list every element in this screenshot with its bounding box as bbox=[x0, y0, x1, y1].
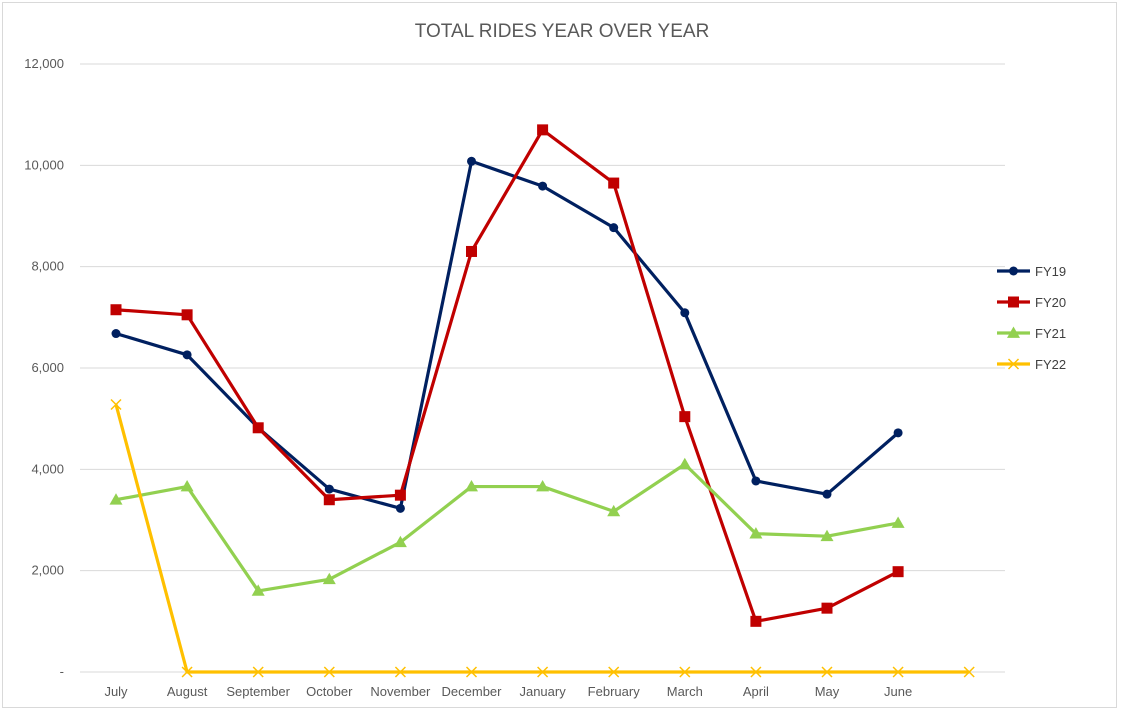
legend-entry: FY20 bbox=[997, 295, 1066, 310]
data-point bbox=[607, 504, 621, 517]
series-line bbox=[115, 462, 899, 593]
y-axis-tick-labels: - 2,000 4,000 6,000 8,000 10,000 12,000 bbox=[24, 56, 64, 679]
data-point bbox=[252, 422, 264, 434]
data-point bbox=[465, 666, 478, 678]
data-point bbox=[393, 535, 407, 548]
data-point bbox=[323, 666, 335, 678]
data-point bbox=[751, 476, 761, 486]
data-point bbox=[1007, 358, 1020, 370]
data-point bbox=[110, 304, 122, 316]
legend-label: FY19 bbox=[1035, 264, 1066, 279]
data-point bbox=[465, 480, 478, 492]
legend-entry: FY19 bbox=[997, 264, 1066, 279]
legend: FY19 FY20 FY21 FY22 bbox=[997, 264, 1066, 372]
data-point bbox=[608, 177, 620, 189]
legend-entry: FY21 bbox=[997, 326, 1066, 341]
legend-label: FY22 bbox=[1035, 357, 1066, 372]
data-point bbox=[893, 428, 903, 438]
legend-label: FY21 bbox=[1035, 326, 1066, 341]
data-point bbox=[892, 566, 904, 578]
legend-label: FY20 bbox=[1035, 295, 1066, 310]
data-point bbox=[182, 350, 192, 360]
data-point bbox=[180, 480, 194, 492]
series-fy21 bbox=[109, 457, 905, 596]
y-tick-label: 10,000 bbox=[24, 157, 64, 172]
data-point bbox=[322, 572, 336, 585]
data-point bbox=[892, 666, 904, 678]
data-point bbox=[324, 484, 334, 494]
data-point bbox=[750, 615, 762, 627]
data-point bbox=[537, 666, 549, 678]
x-tick-label: January bbox=[519, 684, 566, 699]
y-tick-label: 12,000 bbox=[24, 56, 64, 71]
data-point bbox=[394, 489, 406, 501]
series-fy20 bbox=[110, 124, 904, 627]
data-point bbox=[394, 666, 406, 678]
series-line bbox=[115, 159, 900, 510]
data-point bbox=[820, 529, 834, 542]
y-tick-label: - bbox=[60, 664, 64, 679]
data-point bbox=[536, 480, 550, 492]
chart-title: TOTAL RIDES YEAR OVER YEAR bbox=[415, 21, 710, 42]
x-tick-label: May bbox=[815, 684, 840, 699]
data-point bbox=[821, 602, 833, 614]
data-point bbox=[538, 181, 548, 191]
data-point bbox=[537, 124, 549, 136]
x-tick-label: December bbox=[442, 684, 503, 699]
series-line bbox=[114, 404, 970, 674]
data-point bbox=[466, 245, 477, 257]
y-tick-label: 4,000 bbox=[31, 461, 64, 476]
data-point bbox=[110, 398, 122, 411]
y-tick-label: 6,000 bbox=[31, 360, 64, 375]
x-tick-label: November bbox=[370, 684, 431, 699]
x-tick-label: October bbox=[306, 684, 353, 699]
data-point bbox=[680, 308, 690, 318]
x-axis-tick-labels: July August September October November Decemb… bbox=[104, 684, 912, 699]
data-point bbox=[822, 489, 832, 499]
data-point bbox=[323, 494, 335, 506]
data-point bbox=[467, 156, 476, 166]
data-point bbox=[181, 309, 193, 321]
data-point bbox=[395, 503, 405, 513]
x-tick-label: June bbox=[884, 684, 912, 699]
data-point bbox=[251, 584, 265, 596]
data-point bbox=[609, 223, 619, 233]
data-point bbox=[749, 527, 763, 539]
series-fy22 bbox=[110, 398, 975, 678]
data-point bbox=[1007, 326, 1020, 338]
legend-entry: FY22 bbox=[997, 357, 1066, 372]
x-tick-label: August bbox=[167, 684, 208, 699]
x-tick-label: April bbox=[743, 684, 769, 699]
data-point bbox=[679, 411, 691, 423]
data-point bbox=[678, 457, 692, 470]
x-tick-label: September bbox=[226, 684, 290, 699]
data-point bbox=[1008, 296, 1019, 308]
series-fy19 bbox=[111, 156, 903, 513]
data-point bbox=[750, 666, 762, 678]
x-tick-label: March bbox=[667, 684, 703, 699]
x-tick-label: July bbox=[104, 684, 128, 699]
data-point bbox=[963, 666, 975, 678]
series-line bbox=[115, 128, 899, 623]
data-point bbox=[891, 516, 905, 528]
data-point bbox=[821, 666, 833, 678]
y-tick-label: 8,000 bbox=[31, 259, 64, 274]
data-point bbox=[109, 493, 123, 505]
data-point bbox=[679, 666, 691, 678]
data-point bbox=[608, 666, 620, 678]
series-lines bbox=[109, 124, 975, 678]
data-point bbox=[1009, 266, 1018, 276]
y-tick-label: 2,000 bbox=[31, 563, 64, 578]
data-point bbox=[111, 329, 121, 339]
x-tick-label: February bbox=[588, 684, 641, 699]
data-point bbox=[252, 666, 264, 678]
data-point bbox=[181, 666, 193, 678]
